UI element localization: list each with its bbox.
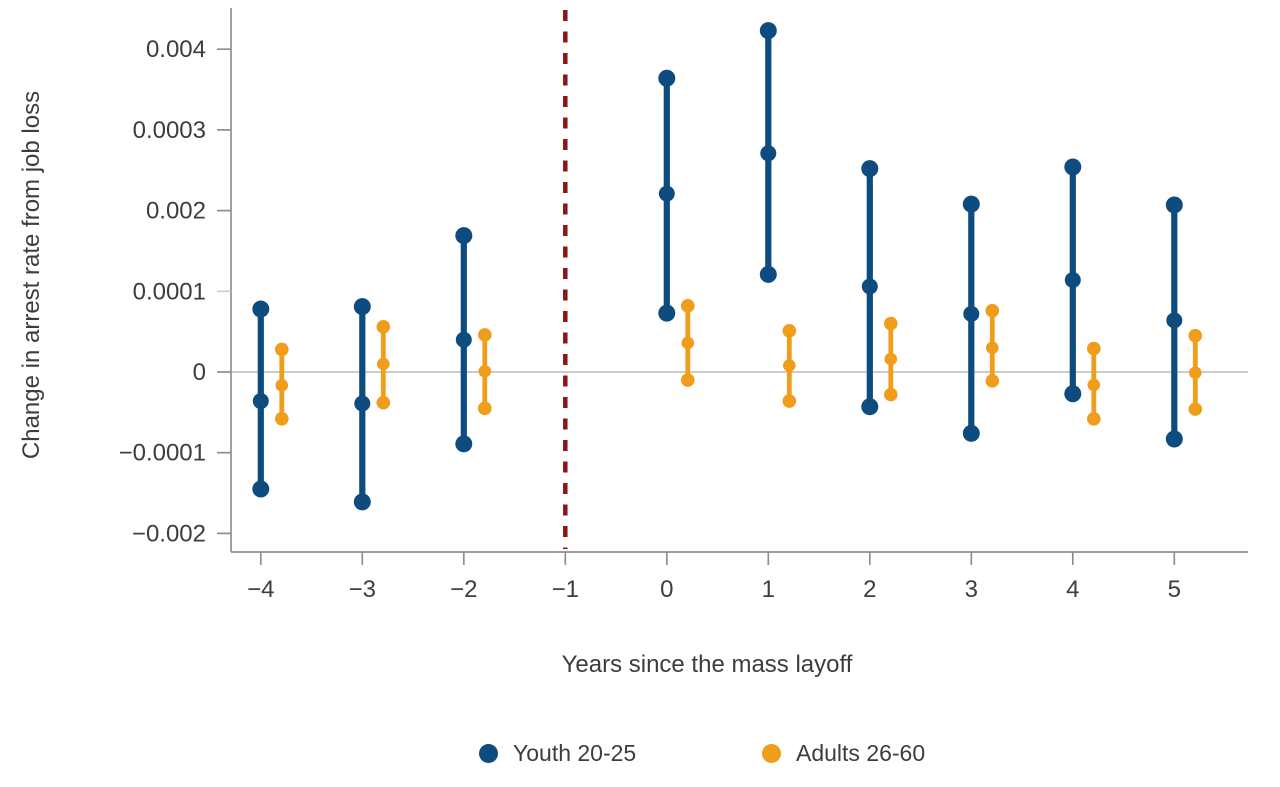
legend-item-adults: Adults 26-60 — [762, 740, 925, 767]
ci-upper-marker — [985, 303, 1000, 318]
ci-upper-marker — [252, 300, 270, 318]
coefficient-plot-canvas: 0.004 0.0003 0.002 0.0001 0 −0.0001 −0.002 −4 −3… — [119, 8, 1248, 603]
ci-lower-marker — [759, 265, 777, 283]
ci-lower-marker — [681, 373, 695, 387]
point-estimate-marker — [681, 336, 695, 350]
legend-label-youth: Youth 20-25 — [513, 740, 637, 766]
x-tick-label: −2 — [450, 576, 477, 603]
ci-upper-marker — [1165, 196, 1183, 214]
y-tick-label: 0.002 — [146, 198, 206, 225]
ci-lower-marker — [962, 424, 980, 442]
point-estimate-marker — [478, 364, 492, 378]
y-tick-label: −0.002 — [132, 520, 206, 547]
ci-upper-marker — [275, 342, 289, 357]
ci-lower-marker — [985, 374, 1000, 388]
x-tick-label: −1 — [552, 576, 579, 603]
ci-lower-marker — [478, 401, 492, 416]
ci-lower-marker — [782, 394, 797, 408]
point-estimate-marker — [658, 185, 675, 202]
ci-upper-marker — [376, 320, 391, 334]
ci-lower-marker — [376, 395, 391, 410]
ci-lower-marker — [1188, 402, 1203, 416]
ci-lower-marker — [1064, 385, 1082, 403]
point-estimate-marker — [1166, 312, 1183, 329]
point-estimate-marker — [455, 331, 472, 348]
ci-upper-marker — [1064, 158, 1082, 176]
ci-upper-marker — [658, 69, 676, 87]
point-estimate-marker — [354, 395, 371, 412]
ci-upper-marker — [782, 324, 797, 338]
ci-upper-marker — [1188, 328, 1203, 343]
ci-lower-marker — [275, 412, 289, 426]
ci-upper-marker — [884, 316, 898, 331]
point-estimate-marker — [783, 359, 796, 372]
ci-lower-marker — [1165, 430, 1183, 448]
youth-legend-dot-icon — [479, 744, 498, 763]
ci-upper-marker — [478, 328, 492, 342]
ci-upper-marker — [455, 227, 473, 245]
y-tick-label: 0 — [193, 359, 206, 386]
ci-upper-marker — [861, 160, 879, 178]
ci-upper-marker — [962, 195, 980, 213]
ci-lower-marker — [658, 304, 676, 322]
legend-item-youth: Youth 20-25 — [479, 740, 636, 767]
ci-upper-marker — [1087, 341, 1101, 356]
ci-lower-marker — [252, 480, 270, 498]
point-estimate-marker — [760, 145, 777, 162]
point-estimate-marker — [884, 352, 898, 366]
ci-lower-marker — [1087, 412, 1101, 426]
x-tick-label: 5 — [1168, 576, 1181, 603]
ci-upper-marker — [681, 299, 695, 313]
point-estimate-marker — [275, 379, 289, 392]
y-tick-label: 0.0003 — [133, 117, 206, 144]
x-tick-label: −4 — [247, 576, 274, 603]
ci-lower-marker — [455, 435, 473, 453]
x-axis-title: Years since the mass layoff — [561, 651, 853, 678]
x-tick-label: 0 — [660, 576, 673, 603]
ci-upper-marker — [759, 22, 777, 40]
point-estimate-marker — [986, 341, 999, 355]
x-tick-label: 1 — [762, 576, 775, 603]
ci-upper-marker — [353, 298, 371, 316]
x-tick-label: 4 — [1066, 576, 1079, 603]
point-estimate-marker — [1189, 366, 1202, 380]
ci-lower-marker — [353, 493, 371, 511]
point-estimate-marker — [1064, 272, 1081, 289]
y-tick-label: 0.004 — [146, 36, 206, 63]
adults-legend-dot-icon — [762, 744, 781, 763]
ci-lower-marker — [884, 387, 898, 402]
point-estimate-marker — [963, 305, 980, 322]
x-tick-label: 2 — [863, 576, 876, 603]
y-tick-label: 0.0001 — [133, 278, 206, 305]
point-estimate-marker — [1087, 378, 1101, 392]
point-estimate-marker — [861, 278, 878, 295]
y-axis-title: Change in arrest rate from job loss — [18, 90, 45, 460]
x-tick-label: 3 — [965, 576, 978, 603]
y-tick-label: −0.0001 — [119, 440, 206, 467]
ci-lower-marker — [861, 398, 879, 416]
point-estimate-marker — [377, 357, 390, 371]
point-estimate-marker — [252, 393, 269, 410]
x-tick-label: −3 — [349, 576, 376, 603]
legend-label-adults: Adults 26-60 — [796, 740, 926, 766]
